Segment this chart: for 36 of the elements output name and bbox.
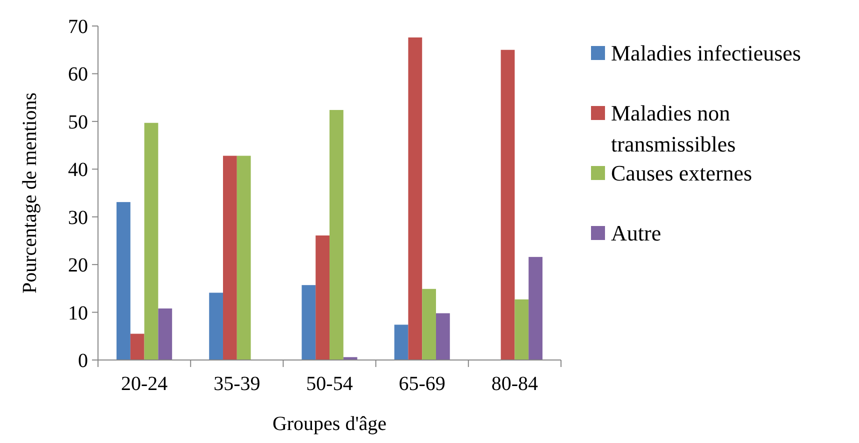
bar (302, 285, 316, 360)
bar (514, 299, 529, 360)
bar (528, 256, 542, 360)
x-tick-label: 65-69 (398, 373, 446, 395)
legend-label: Maladies infectieuses (611, 40, 801, 66)
y-tick-label: 40 (68, 159, 88, 182)
bar (408, 37, 422, 360)
y-tick-label: 60 (68, 64, 88, 86)
y-axis-title: Pourcentage de mentions (19, 92, 41, 294)
y-tick-label: 30 (68, 206, 88, 229)
y-tick-label: 20 (68, 254, 88, 277)
y-tick-label: 0 (78, 350, 88, 372)
x-tick-label: 50-54 (306, 373, 353, 395)
x-axis-title: Groupes d'âge (272, 413, 387, 435)
bar (209, 292, 224, 360)
bar (436, 313, 450, 360)
legend-label: Autre (611, 220, 662, 246)
y-tick-label: 70 (68, 16, 88, 38)
bar (130, 334, 144, 360)
bar (116, 202, 130, 360)
bar (330, 110, 344, 360)
bar (144, 122, 158, 360)
legend-label: Maladies non transmissibles (611, 100, 736, 157)
x-tick-label: 80-84 (491, 373, 538, 395)
bar (223, 156, 237, 360)
y-tick-label: 50 (68, 111, 88, 134)
bar (422, 288, 436, 360)
bar (236, 156, 251, 360)
x-tick-label: 35-39 (214, 373, 260, 395)
bar (500, 50, 515, 360)
bar (158, 308, 172, 360)
bar (394, 324, 408, 360)
legend-label: Causes externes (611, 160, 752, 186)
x-tick-label: 20-24 (120, 373, 168, 395)
bar (316, 235, 330, 360)
y-tick-label: 10 (68, 302, 88, 324)
